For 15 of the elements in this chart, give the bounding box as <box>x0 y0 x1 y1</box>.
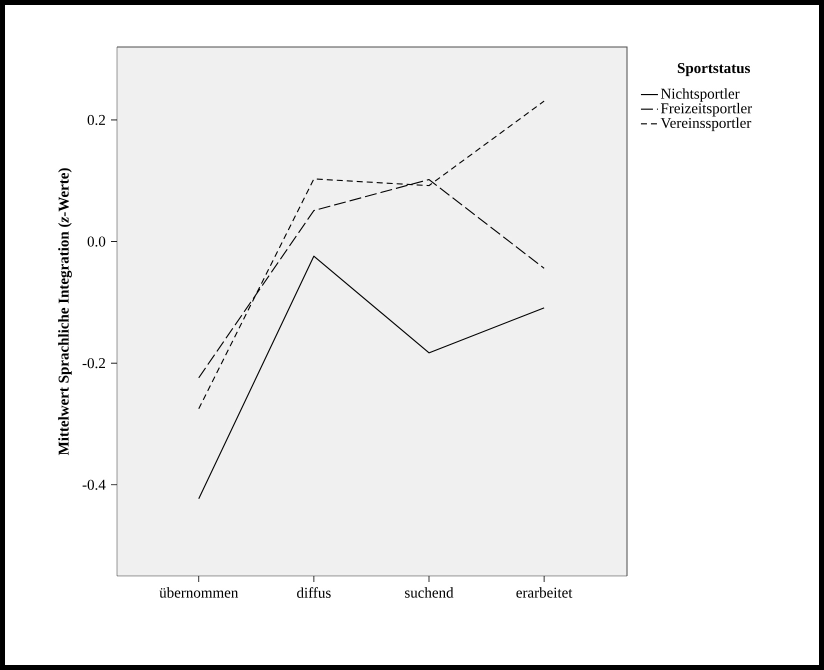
y-tick-label: 0.2 <box>88 114 105 126</box>
y-tick-label: -0.4 <box>82 480 106 490</box>
y-axis-title: Mittelwert Sprachliche Integration (z-Werte) <box>58 168 72 456</box>
line-series <box>198 100 545 410</box>
y-tick-label: -0.2 <box>82 358 105 368</box>
legend-title: Sportstatus <box>678 63 750 76</box>
x-tick-label: diffus <box>297 587 331 598</box>
y-tick-label: 0.0 <box>88 236 106 247</box>
legend-label: Nichtsportler <box>660 88 740 102</box>
legend-label: Vereinssportler <box>660 117 752 132</box>
line-series <box>198 256 545 500</box>
x-tick-label: erarbeitet <box>516 587 572 598</box>
x-tick-label: suchend <box>405 587 454 598</box>
legend-label: Freizeitsportler <box>660 102 752 116</box>
x-tick-label: übernommen <box>159 587 238 598</box>
